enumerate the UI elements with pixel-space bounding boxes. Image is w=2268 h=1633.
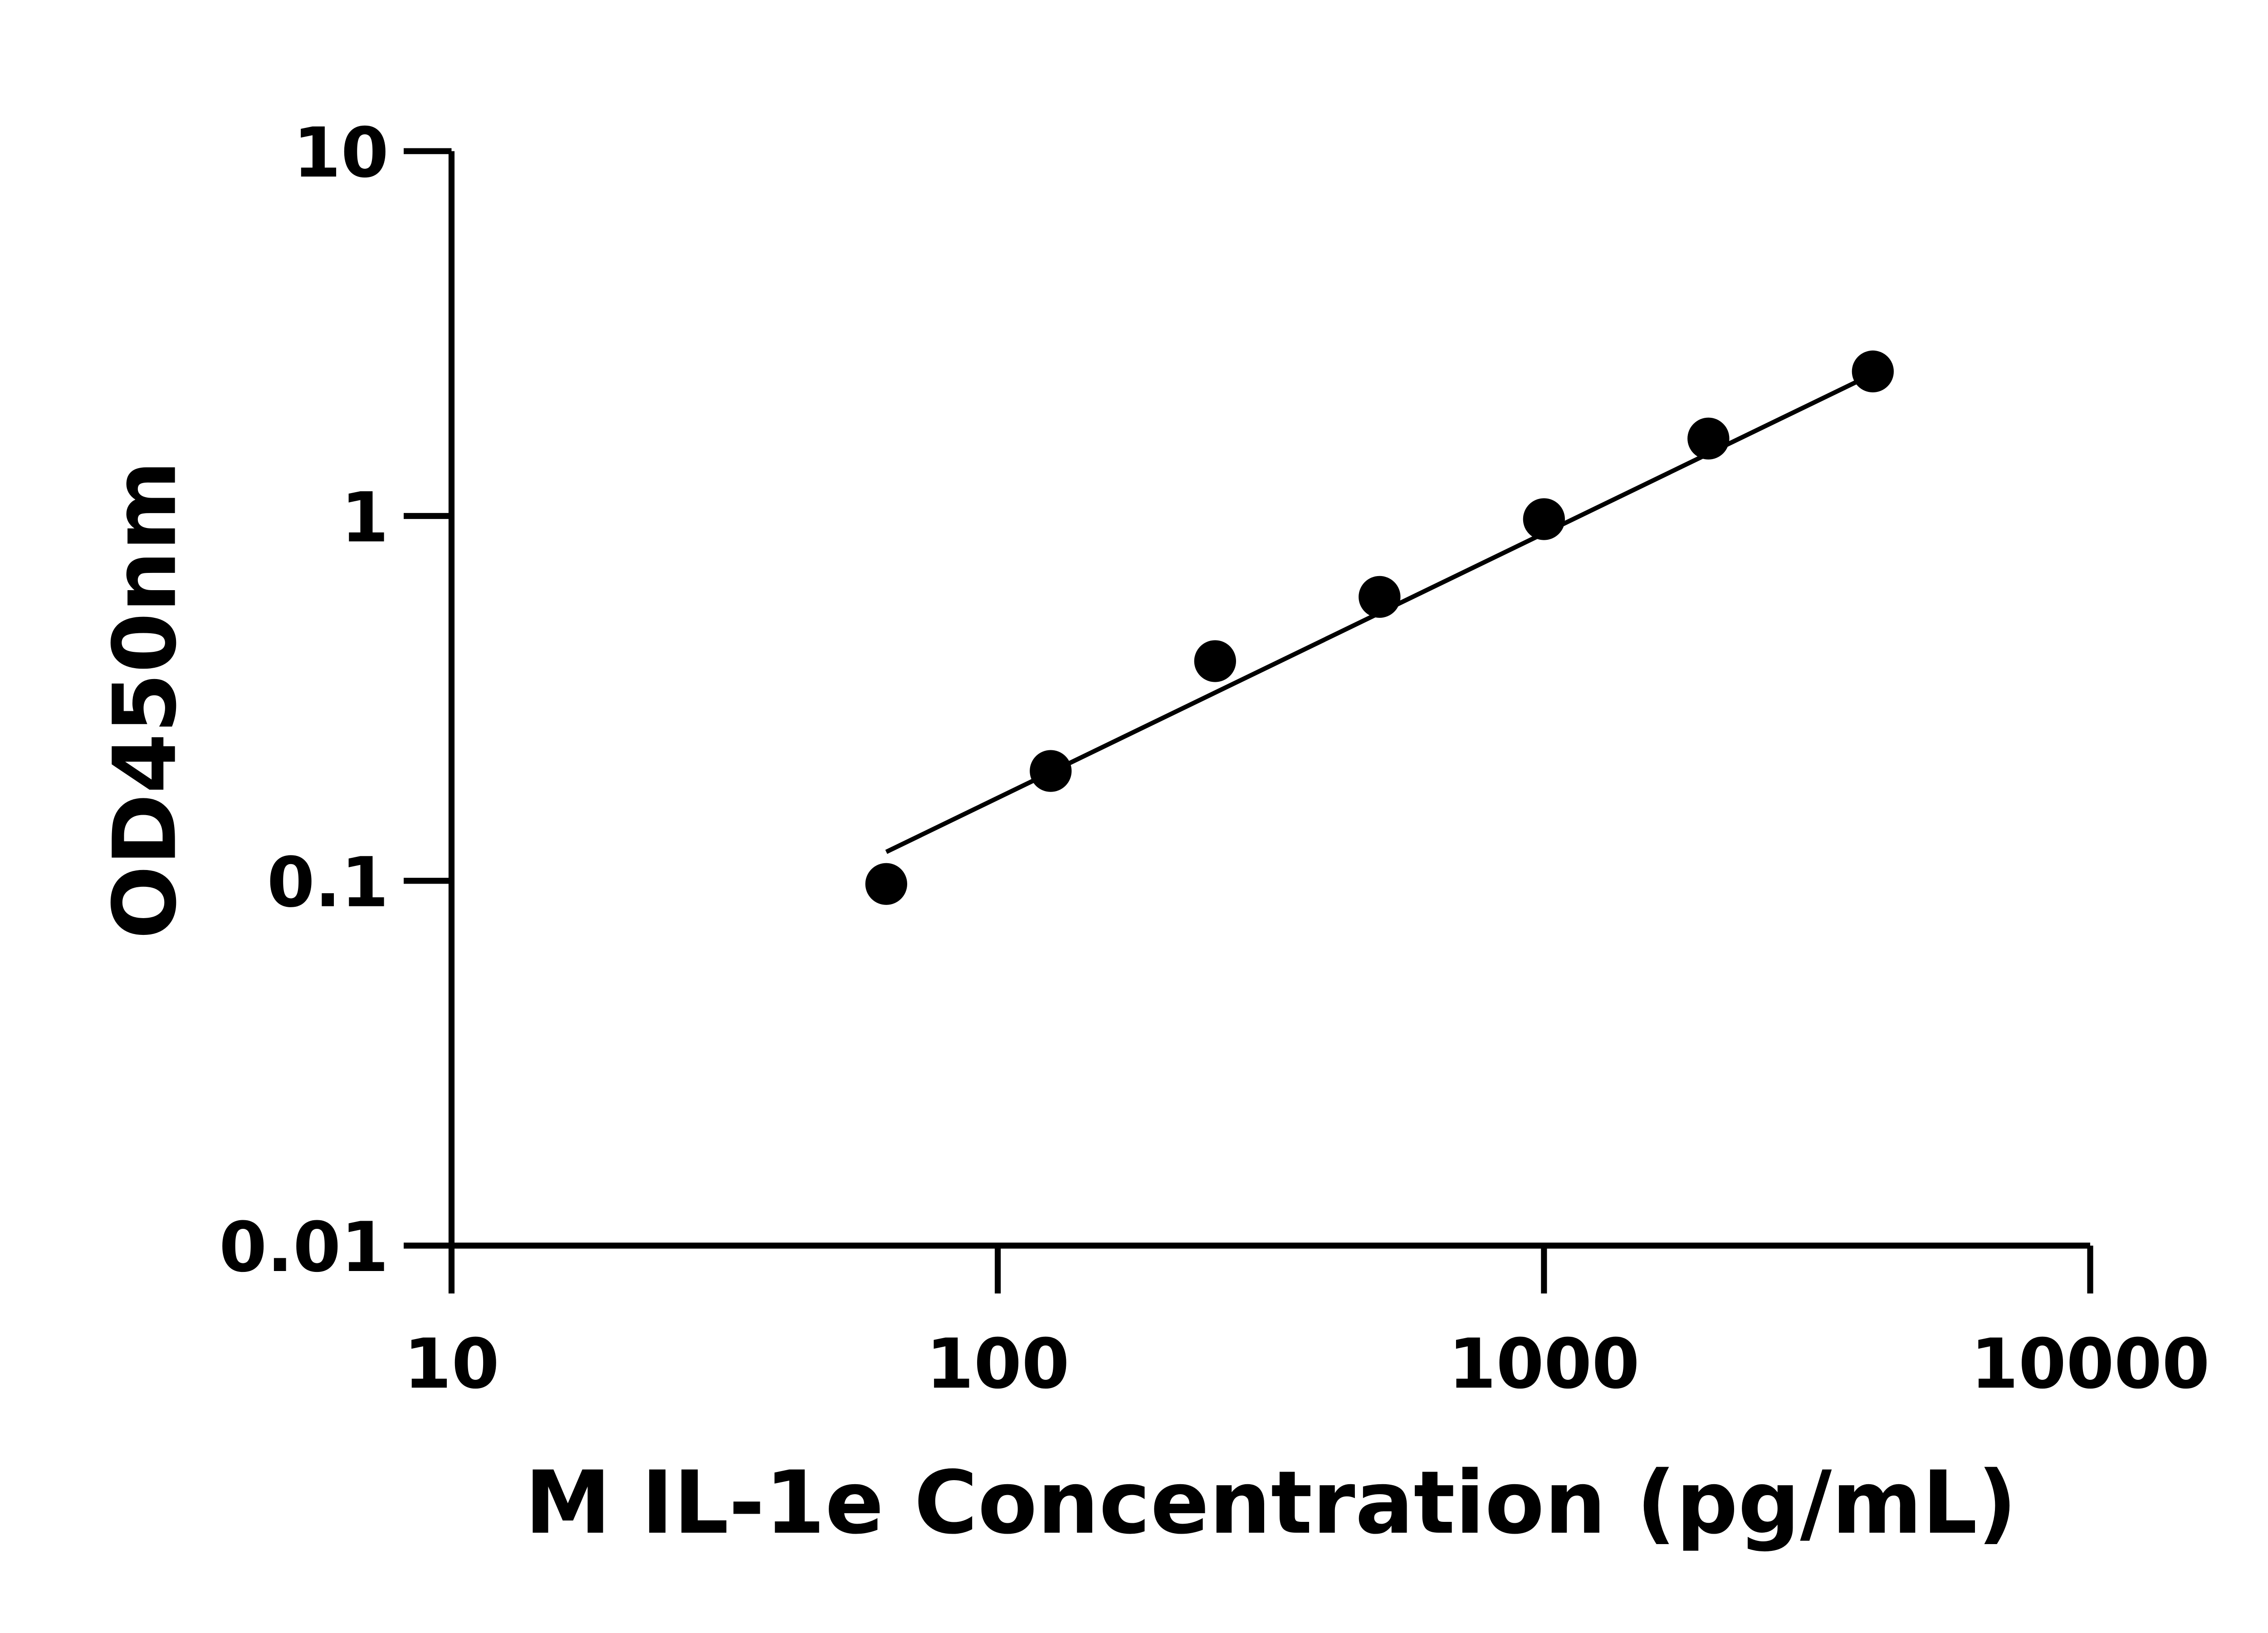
y-tick-label: 10 [293,112,389,193]
data-point [865,863,907,905]
data-marks [865,350,1894,905]
data-point [1687,417,1730,460]
y-tick-label: 0.01 [219,1207,389,1287]
x-tick-label: 1000 [1448,1324,1640,1404]
y-tick-label: 0.1 [267,842,389,923]
x-tick-label: 100 [926,1324,1069,1404]
axes: 10 100 1000 10000 0.01 0.1 1 10 [219,112,2210,1404]
data-point [1030,750,1072,792]
data-point [1852,350,1894,392]
data-point [1523,498,1565,540]
x-axis-label: M IL-1e Concentration (pg/mL) [525,1453,2017,1554]
y-axis-label: OD450nm [95,460,196,939]
x-tick-label: 10000 [1970,1324,2209,1404]
data-point [1194,640,1236,682]
data-point [1359,576,1401,618]
x-tick-label: 10 [404,1324,499,1404]
y-tick-label: 1 [341,478,389,558]
